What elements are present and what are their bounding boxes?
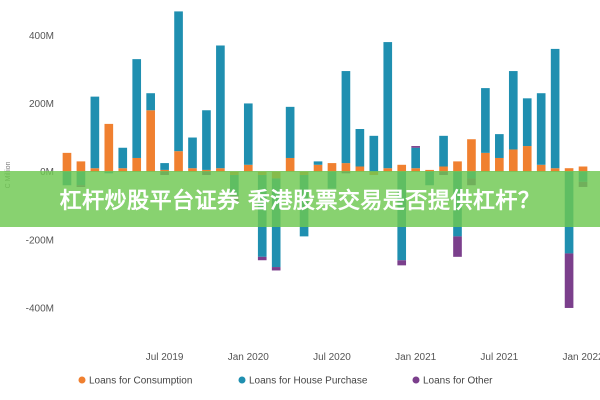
bar-segment	[550, 48, 560, 169]
bar-segment	[411, 146, 420, 148]
bar-segment	[132, 59, 142, 158]
bar-segment	[174, 11, 183, 152]
bar-segment	[118, 147, 128, 169]
bar-segment	[313, 161, 323, 165]
bar-segment	[550, 168, 560, 172]
x-tick-label: Jan 2022	[562, 352, 600, 363]
bar-segment	[481, 88, 490, 153]
bar-segment	[383, 168, 393, 172]
y-tick-label: 400M	[29, 31, 54, 42]
bar-segment	[481, 152, 490, 172]
bar-segment	[508, 71, 518, 150]
bar-segment	[62, 152, 72, 172]
bar-segment	[564, 168, 574, 172]
bar-segment	[90, 96, 100, 169]
bar-segment	[397, 260, 407, 266]
bar-segment	[564, 253, 574, 308]
bar-segment	[439, 135, 448, 167]
bar-segment	[411, 168, 420, 172]
x-tick-label: Jul 2021	[480, 352, 518, 363]
bar-segment	[425, 169, 434, 172]
x-tick-label: Jul 2020	[313, 352, 351, 363]
bar-segment	[522, 146, 532, 172]
bar-segment	[495, 157, 504, 172]
bar-segment	[313, 164, 323, 172]
bars-group	[62, 11, 588, 308]
bar-segment	[243, 103, 253, 165]
x-axis-ticks: Jul 2019 Jan 2020 Jul 2020 Jan 2021 Jul 2021…	[146, 352, 600, 363]
bar-segment	[536, 164, 546, 172]
y-tick-label: -400M	[26, 303, 54, 314]
bar-segment	[271, 267, 281, 271]
bar-segment	[341, 163, 351, 172]
bar-segment	[578, 166, 588, 172]
bar-segment	[536, 93, 546, 165]
bar-segment	[508, 149, 518, 172]
bar-segment	[160, 163, 169, 170]
y-tick-label: -200M	[26, 235, 54, 246]
legend-marker	[412, 376, 420, 384]
bar-segment	[188, 168, 197, 172]
bar-segment	[132, 157, 142, 172]
bar-segment	[146, 93, 155, 111]
legend-label: Loans for House Purchase	[249, 376, 368, 387]
bar-segment	[160, 169, 169, 172]
bar-segment	[495, 134, 504, 158]
bar-segment	[90, 168, 100, 172]
bar-segment	[397, 164, 407, 172]
legend-label: Loans for Other	[423, 376, 493, 387]
bar-segment	[174, 151, 183, 172]
bar-segment	[369, 135, 379, 172]
bar-segment	[216, 168, 225, 172]
bar-segment	[285, 157, 295, 172]
bar-segment	[522, 98, 532, 147]
bar-segment	[118, 168, 128, 172]
bar-segment	[453, 236, 462, 257]
legend-marker	[78, 376, 86, 384]
bar-segment	[355, 166, 365, 172]
banner-text: 杠杆炒股平台证券 香港股票交易是否提供杠杆？	[59, 189, 541, 214]
legend: Loans for Consumption Loans for House Pur…	[78, 376, 493, 387]
bar-segment	[188, 137, 197, 169]
bar-segment	[439, 166, 448, 172]
bar-segment	[243, 164, 253, 172]
bar-segment	[202, 169, 211, 172]
bar-segment	[216, 45, 225, 169]
bar-segment	[383, 42, 393, 169]
overlay-banner: 杠杆炒股平台证券 香港股票交易是否提供杠杆？	[0, 171, 600, 227]
bar-segment	[76, 161, 86, 172]
x-tick-label: Jul 2019	[146, 352, 184, 363]
bar-segment	[327, 163, 337, 172]
y-tick-label: 200M	[29, 99, 54, 110]
bar-segment	[453, 161, 462, 172]
x-tick-label: Jan 2021	[395, 352, 437, 363]
bar-segment	[146, 110, 155, 172]
x-tick-label: Jan 2020	[228, 352, 270, 363]
bar-segment	[411, 147, 420, 169]
bar-segment	[104, 123, 114, 172]
bar-segment	[341, 71, 351, 164]
legend-marker	[238, 376, 246, 384]
legend-label: Loans for Consumption	[89, 376, 192, 387]
bar-segment	[202, 110, 211, 170]
bar-segment	[467, 139, 476, 172]
bar-segment	[285, 106, 295, 158]
bar-segment	[355, 129, 365, 167]
bar-segment	[257, 256, 267, 261]
